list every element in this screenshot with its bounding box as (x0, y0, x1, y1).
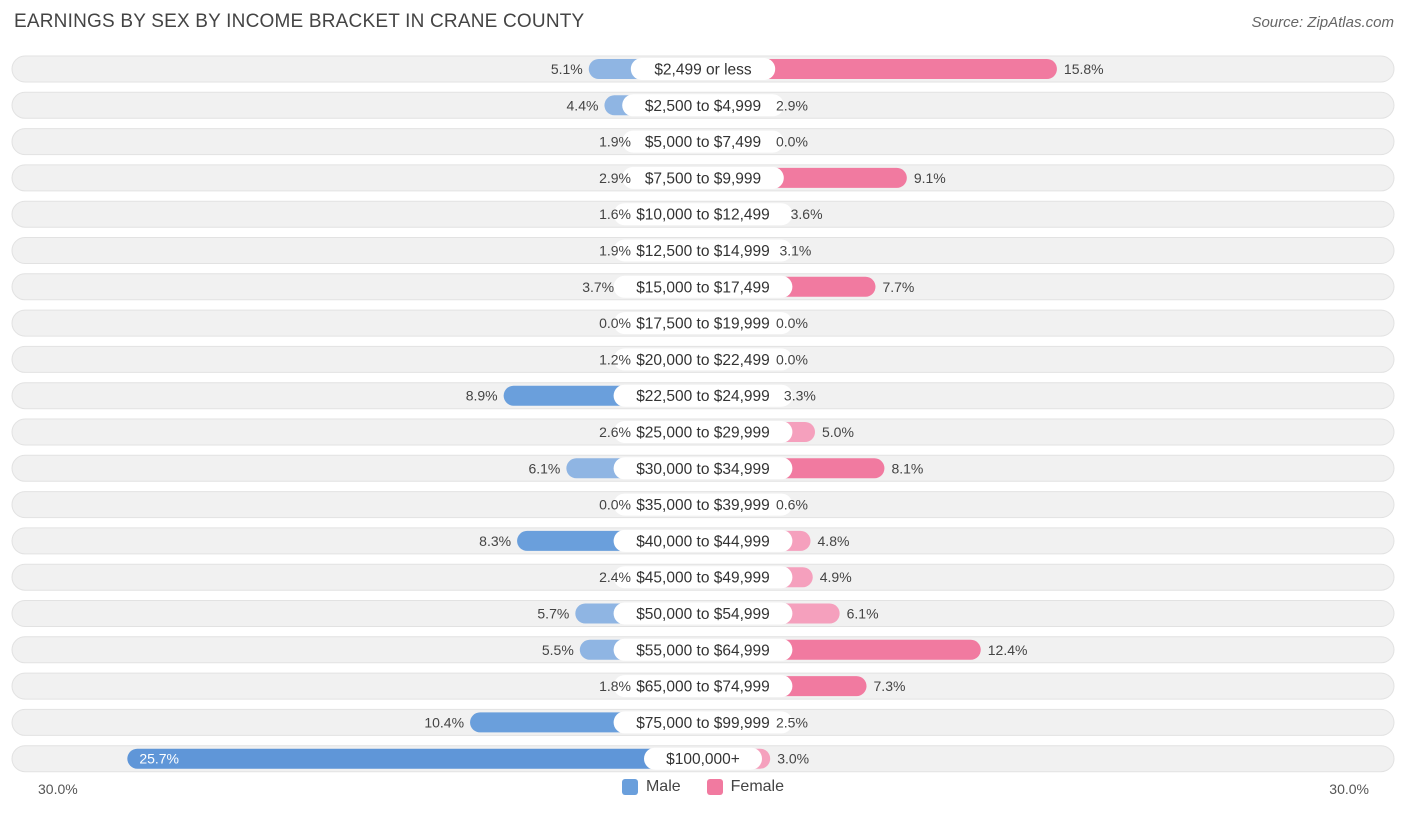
male-value-label: 1.9% (599, 243, 631, 259)
category-label: $50,000 to $54,999 (636, 606, 770, 623)
category-label-pill (613, 275, 793, 298)
axis-left-label: 30.0% (38, 781, 78, 797)
female-value-label: 0.0% (776, 315, 808, 331)
male-value-label: 4.4% (567, 97, 599, 113)
female-value-label: 5.0% (822, 424, 854, 440)
category-label: $22,500 to $24,999 (636, 388, 770, 405)
category-label: $40,000 to $44,999 (636, 533, 770, 550)
category-label: $55,000 to $64,999 (636, 642, 770, 659)
male-value-label: 1.9% (599, 134, 631, 150)
male-value-label: 0.0% (599, 315, 631, 331)
category-label-pill (630, 58, 776, 80)
female-value-label: 0.0% (776, 134, 808, 150)
female-value-label: 3.6% (791, 206, 823, 222)
category-label-pill (613, 457, 793, 480)
female-value-label: 3.1% (779, 243, 811, 259)
category-label: $75,000 to $99,999 (636, 715, 770, 732)
legend-item-male[interactable]: Male (621, 778, 681, 796)
category-label-pill (613, 312, 793, 335)
category-label-pill (613, 711, 793, 734)
male-value-label: 5.1% (551, 61, 583, 77)
category-label: $15,000 to $17,499 (636, 279, 770, 296)
male-value-label: 10.4% (424, 714, 464, 730)
category-label: $65,000 to $74,999 (636, 679, 770, 696)
male-value-label: 1.8% (599, 678, 631, 694)
chart-plot: $2,499 or less 5.1% 15.8% $2,500 to $4,999 4… (11, 55, 1395, 773)
source-label: Source: ZipAtlas.com (1251, 14, 1394, 31)
male-value-label: 0.0% (599, 497, 631, 513)
male-value-label: 1.6% (599, 206, 631, 222)
category-label-pill (613, 638, 793, 661)
category-label-pill (613, 493, 793, 516)
category-label-pill (613, 566, 793, 589)
category-label-pill (622, 94, 784, 117)
female-value-label: 6.1% (847, 606, 879, 622)
male-value-label: 5.7% (537, 606, 569, 622)
female-value-label: 2.5% (776, 714, 808, 730)
category-label-pill (622, 166, 784, 189)
male-value-label: 8.9% (466, 388, 498, 404)
category-label: $30,000 to $34,999 (636, 461, 770, 478)
category-label-pill (613, 203, 793, 226)
male-value-label: 6.1% (528, 460, 560, 476)
category-label-pill (613, 421, 793, 443)
female-bar (703, 59, 1057, 79)
female-value-label: 7.3% (874, 678, 906, 694)
male-value-label: 3.7% (582, 279, 614, 295)
female-value-label: 3.0% (777, 751, 809, 767)
category-label-pill (613, 348, 793, 371)
category-label-pill (622, 130, 784, 153)
legend-label-male: Male (645, 778, 681, 795)
category-label-pill (644, 747, 762, 770)
category-label: $25,000 to $29,999 (636, 425, 770, 442)
male-value-label: 2.4% (599, 569, 631, 585)
female-value-label: 4.9% (820, 569, 852, 585)
legend: Male Female (0, 778, 1406, 796)
female-value-label: 7.7% (882, 279, 914, 295)
category-label: $2,500 to $4,999 (645, 98, 761, 115)
category-label: $17,500 to $19,999 (636, 316, 770, 333)
category-label-pill (613, 602, 793, 625)
female-value-label: 3.3% (784, 388, 816, 404)
legend-item-female[interactable]: Female (706, 778, 785, 796)
category-label: $20,000 to $22,499 (636, 352, 770, 369)
male-value-label: 2.6% (599, 424, 631, 440)
female-value-label: 0.6% (776, 497, 808, 513)
male-bar (127, 748, 703, 769)
male-value-label: 5.5% (542, 642, 574, 658)
category-label: $2,499 or less (654, 62, 752, 79)
female-value-label: 8.1% (891, 460, 923, 476)
category-label-pill (613, 384, 793, 407)
female-value-label: 9.1% (914, 170, 946, 186)
category-label: $45,000 to $49,999 (636, 570, 770, 587)
category-label-pill (613, 529, 793, 552)
category-label: $10,000 to $12,499 (636, 207, 770, 224)
category-label: $35,000 to $39,999 (636, 497, 770, 514)
female-value-label: 0.0% (776, 351, 808, 367)
female-value-label: 4.8% (818, 533, 850, 549)
female-value-label: 2.9% (776, 97, 808, 113)
female-value-label: 15.8% (1064, 61, 1104, 77)
male-value-label: 25.7% (139, 751, 179, 767)
legend-swatch-female (706, 779, 723, 795)
category-label: $5,000 to $7,499 (645, 134, 761, 151)
chart-title: EARNINGS BY SEX BY INCOME BRACKET IN CRA… (14, 11, 585, 32)
category-label: $12,500 to $14,999 (636, 243, 770, 260)
axis-right-label: 30.0% (1329, 781, 1369, 797)
category-label-pill (613, 239, 793, 262)
category-label-pill (613, 675, 793, 698)
legend-label-female: Female (730, 778, 785, 795)
category-label: $100,000+ (666, 751, 740, 768)
category-label: $7,500 to $9,999 (645, 170, 761, 187)
legend-swatch-male (621, 779, 638, 795)
male-value-label: 1.2% (599, 351, 631, 367)
male-value-label: 8.3% (479, 533, 511, 549)
female-value-label: 12.4% (988, 642, 1028, 658)
male-value-label: 2.9% (599, 170, 631, 186)
